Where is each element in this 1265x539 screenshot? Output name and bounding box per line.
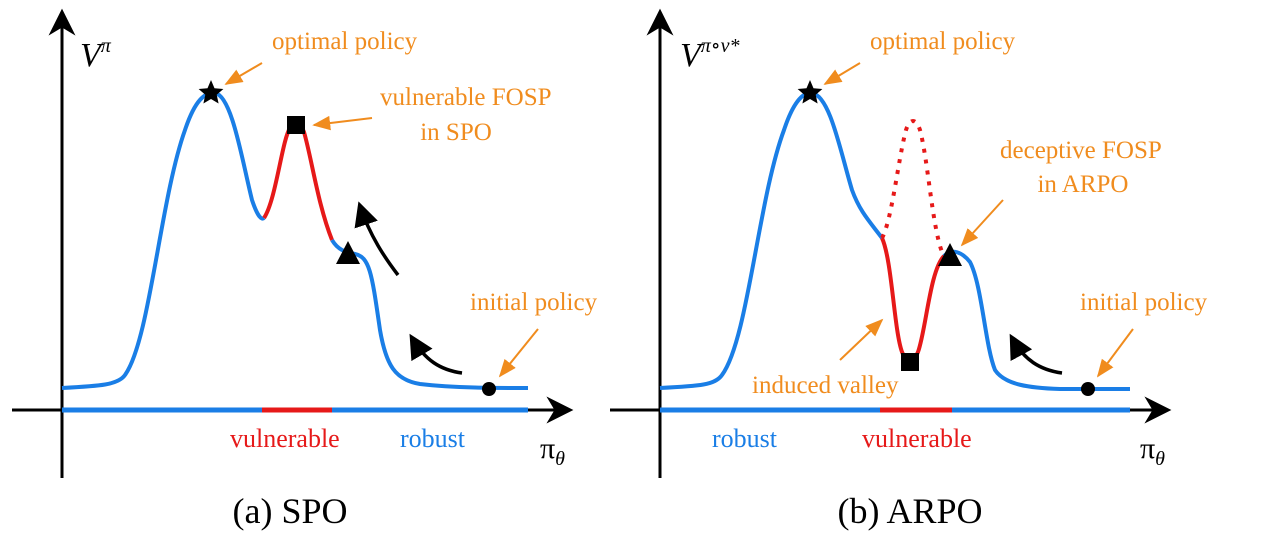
circle-icon (482, 382, 496, 396)
annotation-initial: initial policy (470, 289, 598, 316)
annotation-deceptive-fosp-1: deceptive FOSP (1000, 137, 1162, 164)
value-curve-dotted-original (880, 119, 944, 253)
fosp-pointer (312, 115, 373, 131)
annotation-vulnerable-fosp-2: in SPO (420, 119, 492, 146)
triangle-icon (336, 241, 360, 264)
annotation-optimal: optimal policy (870, 28, 1016, 55)
label-vulnerable: vulnerable (230, 424, 340, 453)
value-curve-right (942, 249, 1130, 392)
value-curve-left (61, 90, 266, 390)
annotation-induced-valley: induced valley (752, 372, 899, 399)
motion-arrow-upper (354, 201, 400, 277)
square-icon (287, 116, 305, 134)
panel-b: Vπ∘ν* optimal policy deceptive FOSP in A… (610, 8, 1208, 531)
valley-pointer (839, 318, 884, 361)
x-axis-label: πθ (540, 432, 565, 470)
annotation-deceptive-fosp-2: in ARPO (1037, 171, 1128, 198)
optimal-pointer (823, 62, 861, 85)
triangle-icon (938, 243, 962, 266)
star-icon (797, 80, 823, 104)
value-curve-vulnerable (880, 237, 946, 362)
y-axis-label: Vπ∘ν* (680, 35, 739, 74)
annotation-vulnerable-fosp-1: vulnerable FOSP (380, 84, 552, 111)
caption-a: (a) SPO (233, 491, 348, 531)
square-icon (901, 353, 919, 371)
label-robust: robust (712, 424, 778, 453)
value-curve-left (659, 90, 884, 390)
initial-pointer (1096, 328, 1134, 378)
label-robust: robust (400, 424, 466, 453)
star-icon (198, 80, 224, 104)
y-axis-label: Vπ (80, 35, 112, 74)
label-vulnerable: vulnerable (862, 424, 972, 453)
motion-arrow (1009, 333, 1063, 375)
optimal-pointer (224, 62, 263, 85)
annotation-initial: initial policy (1080, 289, 1208, 316)
panel-a: Vπ optimal policy vulnerable FOSP in SPO… (12, 8, 598, 531)
initial-pointer (498, 328, 539, 378)
annotation-optimal: optimal policy (272, 28, 418, 55)
fosp-pointer (960, 199, 1004, 247)
circle-icon (1081, 382, 1095, 396)
value-curve-vulnerable (262, 121, 334, 241)
x-axis-label: πθ (1140, 432, 1165, 470)
caption-b: (b) ARPO (837, 491, 982, 531)
motion-arrow-lower (409, 333, 463, 375)
